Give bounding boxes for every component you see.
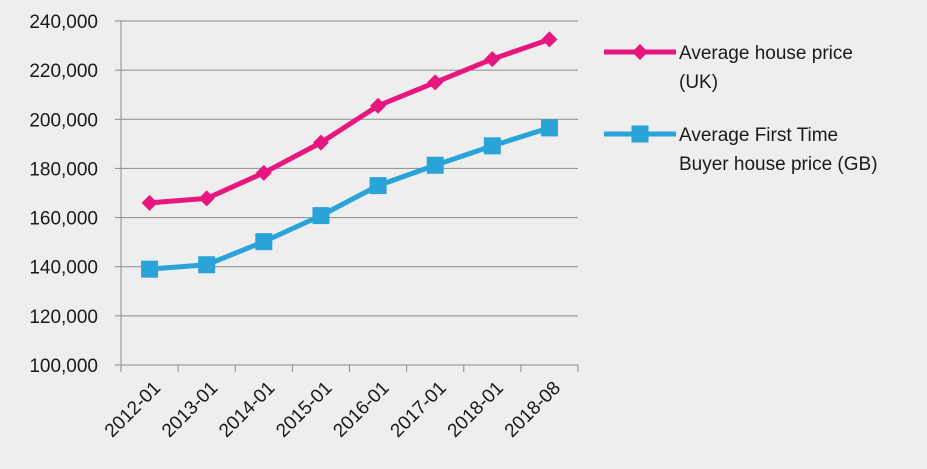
y-tick-label: 180,000 (29, 159, 98, 180)
legend-label: Buyer house price (GB) (679, 154, 878, 175)
series-1 (141, 31, 558, 211)
y-tick-label: 100,000 (29, 356, 98, 377)
data-point (198, 190, 215, 207)
series-line (147, 125, 552, 272)
data-point (370, 97, 387, 114)
data-point (427, 74, 444, 91)
data-point (426, 156, 444, 174)
y-tick-label: 120,000 (29, 307, 98, 328)
y-tick-label: 240,000 (29, 12, 98, 33)
legend-swatch-marker (631, 125, 649, 143)
data-point (198, 256, 216, 274)
legend-label: Average house price (679, 43, 853, 64)
x-tick-label: 2015-01 (272, 378, 336, 442)
data-point (541, 31, 558, 48)
legend-swatch-marker (632, 44, 648, 60)
x-tick-label: 2018-01 (444, 378, 508, 442)
x-axis-tick-labels: 2012-012013-012014-012015-012016-012017-… (101, 378, 565, 442)
series-2 (141, 119, 558, 278)
x-tick-label: 2018-08 (501, 378, 565, 442)
y-tick-label: 220,000 (29, 61, 98, 82)
data-point (484, 51, 501, 68)
data-point (141, 194, 158, 211)
x-tick-label: 2013-01 (158, 378, 222, 442)
x-tick-label: 2016-01 (329, 378, 393, 442)
legend-entry-1: Average house price (UK) (604, 43, 853, 93)
series-line (147, 36, 552, 206)
legend: Average house price (UK) Average First Tim… (604, 43, 878, 175)
y-tick-label: 140,000 (29, 258, 98, 279)
data-point (255, 164, 272, 181)
data-point (255, 233, 273, 251)
data-point (312, 207, 330, 225)
gridlines (121, 20, 578, 317)
x-tick-label: 2017-01 (387, 378, 451, 442)
legend-label: (UK) (679, 72, 718, 93)
y-axis-tick-labels: 100,000 120,000 140,000 160,000 180,000 200,0… (29, 12, 98, 377)
legend-entry-2: Average First Time Buyer house price (GB) (604, 125, 878, 175)
x-tick-label: 2014-01 (215, 378, 279, 442)
x-tick-label: 2012-01 (101, 378, 165, 442)
data-point (369, 177, 387, 195)
data-point (540, 119, 558, 137)
data-point (483, 137, 501, 155)
data-point (312, 134, 329, 151)
legend-label: Average First Time (679, 125, 838, 146)
y-tick-label: 160,000 (29, 209, 98, 230)
data-series (141, 31, 558, 278)
y-tick-label: 200,000 (29, 110, 98, 131)
axes (115, 20, 579, 372)
data-point (141, 260, 159, 278)
